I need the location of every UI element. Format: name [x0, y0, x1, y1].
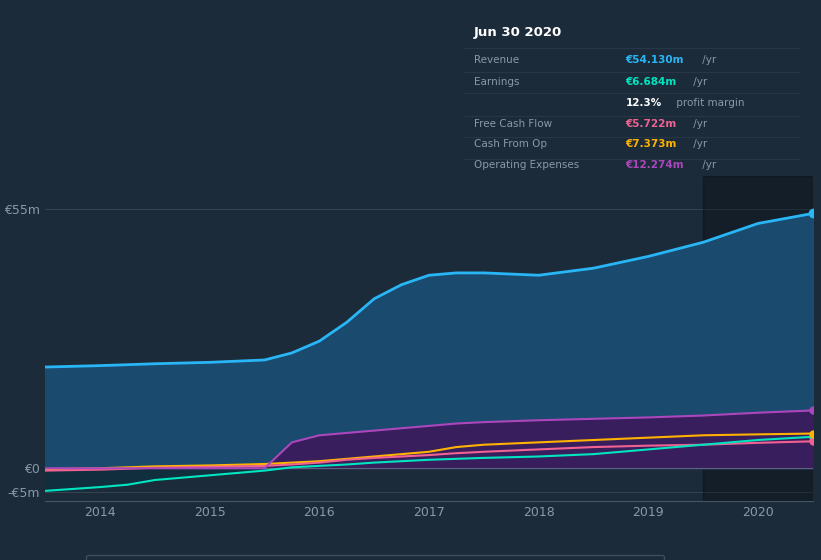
- Text: Cash From Op: Cash From Op: [474, 139, 547, 150]
- Text: /yr: /yr: [690, 119, 708, 129]
- Text: /yr: /yr: [690, 77, 708, 87]
- Text: Operating Expenses: Operating Expenses: [474, 160, 579, 170]
- Text: 12.3%: 12.3%: [626, 98, 662, 108]
- Text: €6.684m: €6.684m: [626, 77, 677, 87]
- Text: /yr: /yr: [690, 139, 708, 150]
- Text: €12.274m: €12.274m: [626, 160, 684, 170]
- Text: Jun 30 2020: Jun 30 2020: [474, 26, 562, 39]
- Text: /yr: /yr: [699, 160, 716, 170]
- Text: €5.722m: €5.722m: [626, 119, 677, 129]
- Bar: [703, 176, 813, 501]
- Text: /yr: /yr: [699, 55, 716, 65]
- Text: Earnings: Earnings: [474, 77, 520, 87]
- Text: profit margin: profit margin: [672, 98, 744, 108]
- Text: €7.373m: €7.373m: [626, 139, 677, 150]
- Text: Revenue: Revenue: [474, 55, 519, 65]
- Text: €54.130m: €54.130m: [626, 55, 684, 65]
- Text: Free Cash Flow: Free Cash Flow: [474, 119, 552, 129]
- Legend: Revenue, Earnings, Free Cash Flow, Cash From Op, Operating Expenses: Revenue, Earnings, Free Cash Flow, Cash …: [86, 555, 664, 560]
